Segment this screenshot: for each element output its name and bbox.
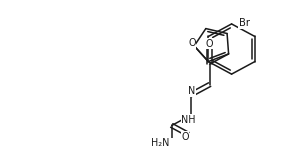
Text: NH: NH (181, 115, 196, 125)
Text: Br: Br (238, 18, 249, 28)
Text: H₂N: H₂N (151, 138, 170, 148)
Text: O: O (181, 132, 189, 142)
Text: N: N (188, 86, 195, 96)
Text: O: O (188, 38, 196, 48)
Text: O: O (206, 39, 213, 49)
